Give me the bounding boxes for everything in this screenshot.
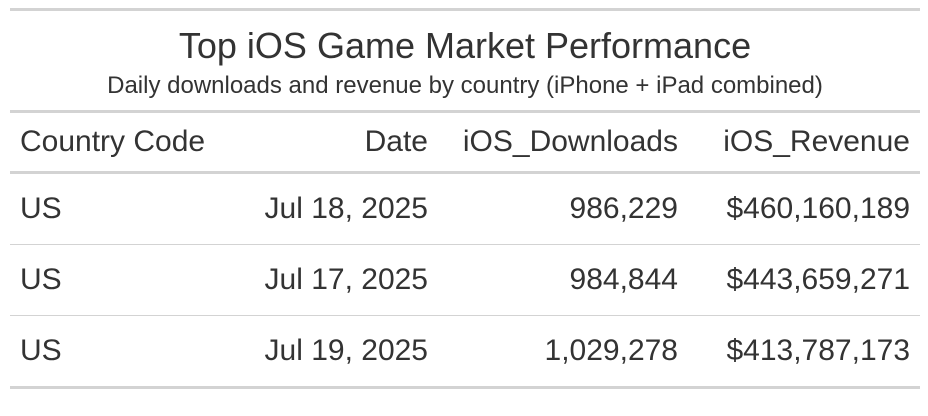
cell-date: Jul 19, 2025	[226, 315, 438, 389]
cell-country-code: US	[10, 172, 226, 245]
cell-ios-revenue: $443,659,271	[688, 244, 920, 316]
data-table-container: Top iOS Game Market Performance Daily do…	[10, 8, 920, 389]
cell-ios-revenue: $413,787,173	[688, 315, 920, 389]
table-header-row: Country Code Date iOS_Downloads iOS_Reve…	[10, 113, 920, 174]
column-header-country-code[interactable]: Country Code	[10, 113, 226, 174]
cell-ios-revenue: $460,160,189	[688, 172, 920, 245]
table-title: Top iOS Game Market Performance	[178, 25, 752, 66]
cell-country-code: US	[10, 244, 226, 316]
cell-ios-downloads: 1,029,278	[438, 315, 688, 389]
column-header-ios-revenue[interactable]: iOS_Revenue	[688, 113, 920, 174]
top-rule	[10, 8, 920, 11]
column-header-ios-downloads[interactable]: iOS_Downloads	[438, 113, 688, 174]
table-row: US Jul 17, 2025 984,844 $443,659,271	[10, 244, 920, 316]
table-subtitle: Daily downloads and revenue by country (…	[107, 72, 823, 99]
cell-ios-downloads: 984,844	[438, 244, 688, 316]
column-header-date[interactable]: Date	[226, 113, 438, 174]
cell-date: Jul 18, 2025	[226, 172, 438, 245]
table-row: US Jul 19, 2025 1,029,278 $413,787,173	[10, 315, 920, 389]
header-rule	[10, 110, 920, 113]
cell-country-code: US	[10, 315, 226, 389]
cell-date: Jul 17, 2025	[226, 244, 438, 316]
cell-ios-downloads: 986,229	[438, 172, 688, 245]
table-row: US Jul 18, 2025 986,229 $460,160,189	[10, 172, 920, 245]
data-table: Country Code Date iOS_Downloads iOS_Reve…	[10, 113, 920, 389]
